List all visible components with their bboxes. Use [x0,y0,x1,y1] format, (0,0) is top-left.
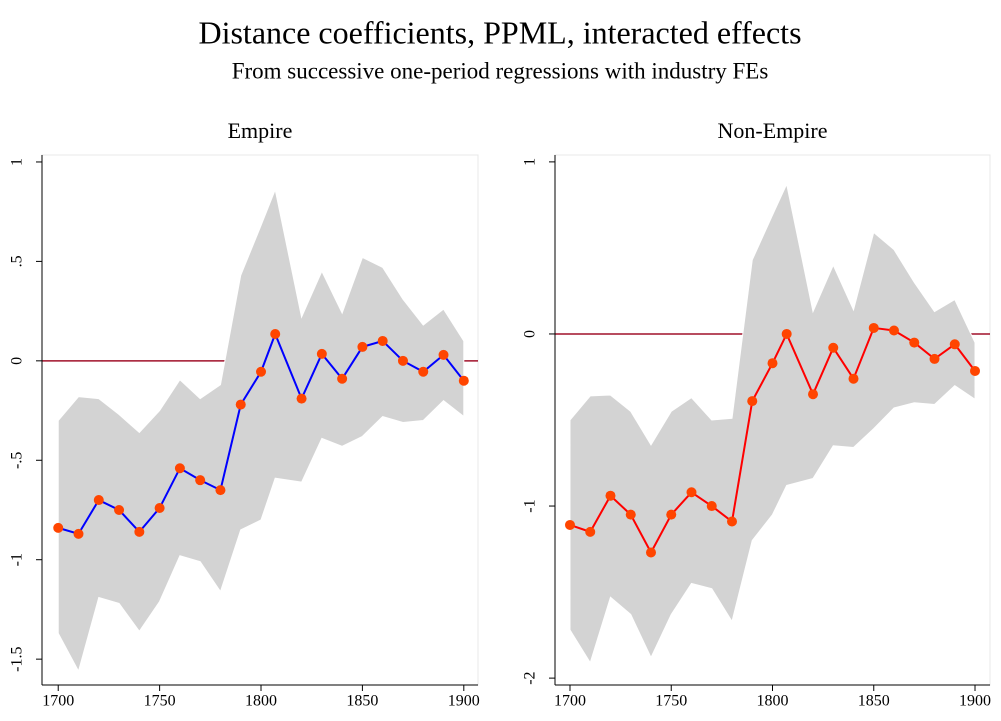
series-marker [781,328,792,339]
panel-title: Empire [228,118,293,143]
y-tick-label: 0 [9,357,26,365]
series-marker [585,526,596,537]
series-marker [174,463,185,474]
series-marker [767,358,778,369]
x-tick-label: 1850 [346,693,378,710]
series-marker [686,487,697,498]
series-marker [747,396,758,407]
series-marker [889,325,900,336]
series-marker [296,393,307,404]
series-marker [53,522,64,533]
series-marker [270,328,281,339]
x-tick-label: 1750 [144,693,176,710]
series-marker [377,335,388,346]
series-marker [458,375,469,386]
series-marker [808,389,819,400]
figure-subtitle: From successive one-period regressions w… [232,58,769,83]
series-marker [605,490,616,501]
y-tick-label: 1 [522,158,539,166]
series-marker [134,526,145,537]
series-marker [235,399,246,410]
series-marker [868,322,879,333]
x-tick-label: 1750 [655,693,687,710]
series-marker [949,339,960,350]
series-marker [114,504,125,515]
x-tick-label: 1900 [959,693,991,710]
x-tick-label: 1700 [42,693,74,710]
series-marker [645,547,656,558]
y-tick-label: -1 [9,553,26,566]
figure-title: Distance coefficients, PPML, interacted … [198,14,801,50]
series-marker [438,349,449,360]
x-tick-label: 1900 [448,693,480,710]
series-marker [357,341,368,352]
series-marker [564,519,575,530]
x-tick-label: 1800 [245,693,277,710]
series-marker [666,509,677,520]
series-marker [418,366,429,377]
series-marker [256,366,267,377]
series-marker [970,365,981,376]
confidence-band [57,188,465,673]
series-marker [929,353,940,364]
series-marker [848,373,859,384]
series-marker [195,475,206,486]
series-marker [828,342,839,353]
y-tick-label: .5 [9,255,26,267]
y-tick-label: -2 [522,671,539,684]
series-marker [93,495,104,506]
y-tick-label: -1.5 [9,646,26,671]
y-tick-label: 0 [522,330,539,338]
series-marker [909,337,920,348]
y-tick-label: -.5 [9,452,26,469]
series-marker [706,501,717,512]
series-marker [397,355,408,366]
series-marker [316,348,327,359]
series-marker [73,528,84,539]
series-marker [625,509,636,520]
series-marker [337,373,348,384]
x-tick-label: 1800 [757,693,789,710]
confidence-band [569,182,976,664]
series-marker [215,485,226,496]
series-marker [154,503,165,514]
y-tick-label: 1 [9,158,26,166]
x-tick-label: 1850 [858,693,890,710]
y-tick-label: -1 [522,499,539,512]
x-tick-label: 1700 [554,693,586,710]
panel-title: Non-Empire [718,118,828,143]
series-marker [726,516,737,527]
